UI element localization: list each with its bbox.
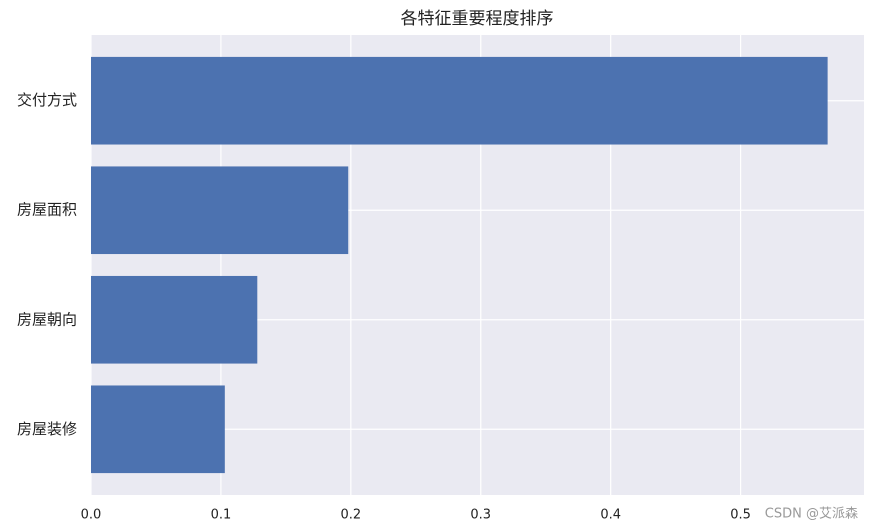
y-tick-label: 房屋朝向 — [17, 310, 77, 328]
x-tick-label: 0.3 — [470, 508, 491, 523]
bar — [91, 166, 349, 255]
y-tick-label: 房屋面积 — [17, 201, 77, 219]
x-tick-label: 0.1 — [211, 508, 232, 523]
bar — [91, 56, 828, 145]
watermark: CSDN @艾派森 — [765, 507, 858, 522]
y-tick-label: 房屋装修 — [17, 420, 77, 438]
bar — [91, 275, 258, 364]
bar — [91, 385, 225, 474]
x-tick-label: 0.4 — [600, 508, 621, 523]
x-tick-label: 0.2 — [340, 508, 361, 523]
x-tick-label: 0.5 — [730, 508, 751, 523]
x-tick-label: 0.0 — [81, 508, 102, 523]
y-tick-label: 交付方式 — [17, 91, 77, 109]
chart-title: 各特征重要程度排序 — [401, 9, 554, 29]
